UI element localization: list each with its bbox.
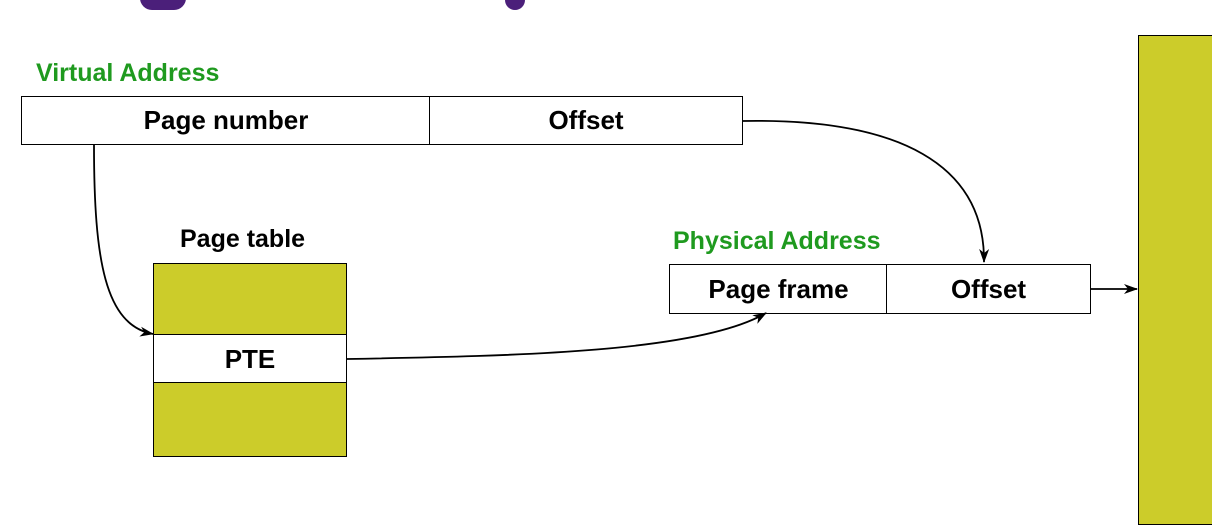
title-glyph <box>505 0 525 10</box>
physical-page-frame-field: Page frame <box>669 264 888 314</box>
virtual-offset-field: Offset <box>429 96 743 145</box>
arrow-page-number-to-pte <box>93 144 154 337</box>
page-table-lower-block <box>153 382 347 457</box>
page-table-entry: PTE <box>153 334 347 384</box>
page-table-upper-block <box>153 263 347 336</box>
title-glyph <box>140 0 186 10</box>
page-table-heading: Page table <box>180 225 306 253</box>
physical-memory-block <box>1138 35 1212 525</box>
virtual-address-heading: Virtual Address <box>36 59 220 87</box>
physical-address-heading: Physical Address <box>673 227 881 255</box>
physical-offset-field: Offset <box>886 264 1091 314</box>
arrow-pte-to-page-frame <box>346 312 767 360</box>
slide-title-fragment <box>0 0 700 10</box>
virtual-page-number-field: Page number <box>21 96 431 145</box>
